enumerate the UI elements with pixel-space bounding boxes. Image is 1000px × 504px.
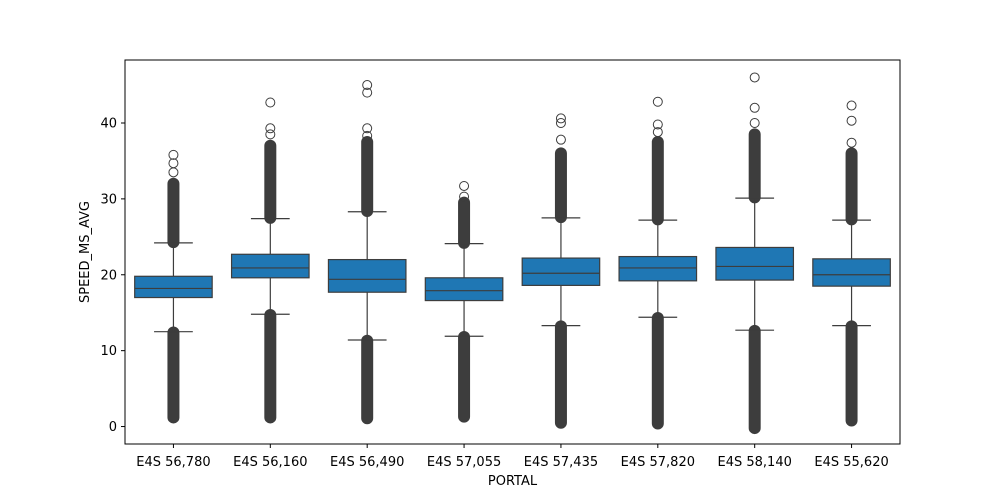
outlier-point: [652, 127, 663, 138]
x-axis-label: PORTAL: [488, 474, 538, 489]
outlier-point: [265, 123, 276, 134]
x-tick-label: E4S 58,140: [718, 455, 792, 470]
outlier-point: [749, 102, 760, 113]
outlier-point: [265, 97, 276, 108]
outlier-point: [555, 134, 566, 145]
box-iqr: [424, 277, 504, 302]
plot-frame: [124, 59, 901, 445]
outlier-band-high: [554, 147, 567, 224]
y-tick-label: 30: [100, 192, 117, 207]
outlier-point: [749, 72, 760, 83]
x-tick-label: E4S 57,055: [427, 455, 501, 470]
outlier-band-high: [361, 135, 374, 218]
y-tick-label: 20: [100, 268, 117, 283]
box-group: [618, 96, 698, 430]
outlier-band-low: [748, 324, 761, 435]
outlier-point: [749, 117, 760, 128]
outlier-band-low: [361, 334, 374, 425]
outlier-point: [555, 113, 566, 124]
x-tick-label: E4S 56,780: [136, 455, 210, 470]
outlier-point: [846, 100, 857, 111]
outlier-point: [652, 119, 663, 130]
box-iqr: [230, 253, 310, 279]
x-tick-label: E4S 57,435: [524, 455, 598, 470]
x-tick-label: E4S 56,490: [330, 455, 404, 470]
y-axis-label: SPEED_MS_AVG: [78, 201, 93, 303]
box-group: [327, 80, 407, 425]
outlier-band-low: [651, 312, 664, 430]
outlier-band-high: [748, 128, 761, 204]
y-tick-label: 40: [100, 116, 117, 131]
x-axis: E4S 56,780 E4S 56,160 E4S 56,490 E4S 57,055…: [136, 444, 889, 470]
box-group: [230, 97, 310, 424]
outlier-point: [362, 130, 373, 141]
box-iqr: [327, 258, 407, 293]
outlier-band-high: [458, 196, 471, 249]
outlier-band-low: [264, 308, 277, 424]
outlier-point: [168, 149, 179, 160]
outlier-band-high: [264, 139, 277, 224]
outlier-point: [555, 117, 566, 128]
outlier-point: [459, 191, 470, 202]
y-tick-label: 10: [100, 344, 117, 359]
box-group: [424, 180, 504, 423]
box-group: [715, 72, 795, 435]
outlier-band-low: [554, 320, 567, 429]
outlier-point: [459, 180, 470, 191]
x-tick-label: E4S 55,620: [814, 455, 888, 470]
box-iqr: [812, 258, 891, 287]
chart-marks: [134, 72, 891, 435]
box-group: [134, 149, 213, 424]
box-iqr: [618, 255, 698, 282]
box-group: [521, 113, 601, 429]
outlier-point: [846, 137, 857, 148]
outlier-band-high: [845, 147, 858, 226]
y-axis: 0 10 20 30 40: [100, 116, 125, 435]
outlier-band-low: [167, 326, 180, 424]
outlier-band-high: [651, 135, 664, 226]
box-iqr: [134, 275, 213, 299]
outlier-point: [362, 123, 373, 134]
outlier-point: [168, 158, 179, 169]
box-iqr: [715, 246, 795, 281]
x-tick-label: E4S 57,820: [621, 455, 695, 470]
outlier-point: [265, 129, 276, 140]
y-tick-label: 0: [109, 420, 117, 435]
outlier-band-low: [845, 320, 858, 427]
outlier-point: [362, 87, 373, 98]
x-tick-label: E4S 56,160: [233, 455, 307, 470]
box-iqr: [521, 257, 601, 286]
box-group: [812, 100, 891, 427]
outlier-point: [652, 96, 663, 107]
outlier-band-low: [458, 330, 471, 423]
outlier-band-high: [167, 177, 180, 249]
outlier-point: [846, 115, 857, 126]
outlier-point: [362, 80, 373, 91]
outlier-point: [168, 167, 179, 178]
